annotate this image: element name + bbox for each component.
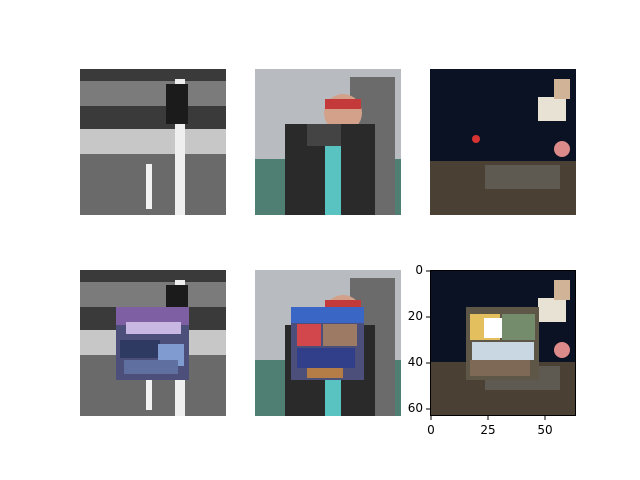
photographer-image	[255, 69, 401, 215]
image-tile-r2c1	[80, 270, 226, 416]
x-tick-label: 0	[427, 423, 435, 437]
axes-frame	[430, 270, 576, 416]
photographer-image-patched	[255, 270, 401, 416]
noise-patch	[291, 307, 364, 380]
x-tick-label: 25	[480, 423, 496, 437]
grayscale-road-sign-image-patched	[80, 270, 226, 416]
y-tick-label: 40	[407, 355, 423, 369]
noise-patch	[116, 307, 189, 380]
y-tick-label: 60	[407, 401, 423, 415]
night-skater-image	[430, 69, 576, 215]
noise-patch	[466, 307, 539, 380]
image-tile-r1c3	[430, 69, 576, 215]
x-tick-label: 50	[537, 423, 553, 437]
image-tile-r2c3	[430, 270, 576, 416]
image-tile-r2c2	[255, 270, 401, 416]
grayscale-road-sign-image	[80, 69, 226, 215]
image-tile-r1c2	[255, 69, 401, 215]
night-skater-image-patched	[430, 270, 576, 416]
y-tick-label: 20	[407, 309, 423, 323]
y-tick-label: 0	[415, 263, 423, 277]
image-tile-r1c1	[80, 69, 226, 215]
